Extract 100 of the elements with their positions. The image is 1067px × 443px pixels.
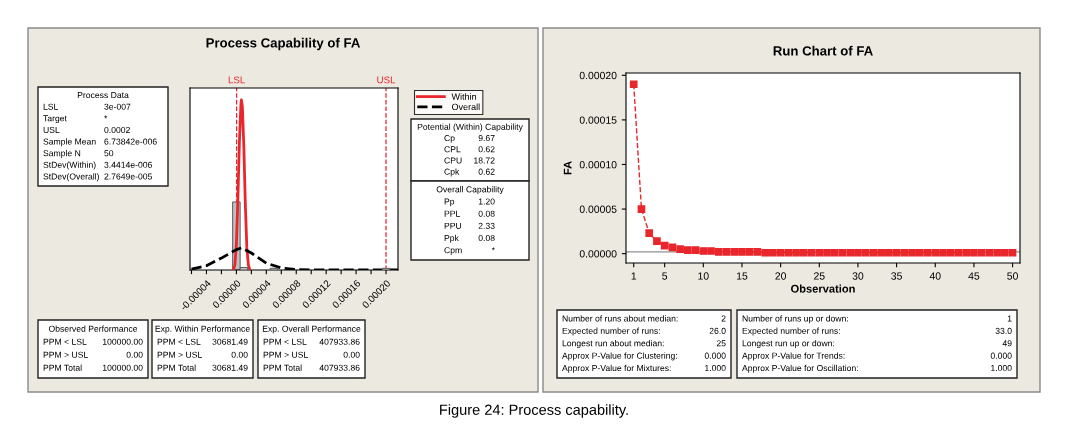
chart-title: Process Capability of FA (206, 37, 361, 51)
y-tick-label: 0.00020 (579, 71, 617, 80)
text: Potential (Within) Capability (417, 123, 523, 132)
point (653, 237, 661, 245)
point (931, 248, 940, 257)
point (854, 248, 862, 257)
text: Number of runs about median: 2 (562, 315, 726, 322)
x-tick-label: 30 (852, 272, 864, 280)
x-tick-label: 20 (775, 272, 787, 280)
ref-line-label: USL (377, 76, 396, 84)
point (823, 248, 831, 257)
text: StDev(Within) 3.4414e-006 (43, 161, 152, 170)
x-tick-label: 45 (968, 272, 980, 280)
text: Number of runs up or down: 1 (742, 315, 1012, 324)
x-tick-label: 40 (929, 272, 941, 280)
text: Exp. Within Performance (155, 325, 250, 334)
point (954, 248, 963, 257)
text: LSL 3e-007 (43, 103, 131, 110)
text: StDev(Overall) 2.7649e-005 (43, 173, 152, 182)
point (977, 248, 986, 257)
text: Approx P-Value for Oscillation: 1.000 (742, 364, 1012, 373)
text: Process Data (77, 92, 129, 99)
point (691, 246, 700, 254)
x-tick-label: 50 (1007, 272, 1018, 280)
text: Longest run up or down: 49 (742, 339, 1012, 349)
text: PPL 0.08 (444, 210, 495, 217)
text: Approx P-Value for Clustering: 0.000 (562, 352, 726, 361)
text: PPM Total 407933.86 (263, 364, 360, 371)
text: Observed Performance (48, 325, 138, 332)
point (885, 248, 893, 257)
text: Cp 9.67 (444, 135, 495, 143)
x-tick-label: 10 (698, 272, 709, 280)
point (939, 248, 947, 257)
point (815, 248, 824, 257)
point (699, 247, 708, 255)
legend-label: Within (451, 93, 477, 100)
text: PPM < LSL 100000.00 (43, 338, 143, 345)
chart-title: Run Chart of FA (773, 45, 873, 56)
text: PPM < LSL 407933.86 (263, 338, 360, 345)
point (800, 248, 808, 257)
text: PPU 2.33 (444, 222, 495, 229)
x-axis-title: Observation (791, 284, 855, 293)
text: Cpm * (444, 247, 495, 255)
text: Cpk 0.62 (444, 168, 495, 177)
point (753, 248, 762, 256)
x-tick-label: 35 (891, 272, 902, 280)
point (714, 248, 723, 256)
y-tick-label: 0.00010 (579, 160, 617, 169)
legend-label: Overall (451, 103, 480, 111)
point (993, 248, 1001, 257)
point (1001, 248, 1009, 257)
point (807, 248, 816, 257)
text: PPM > USL 0.00 (43, 351, 143, 358)
point (684, 246, 692, 254)
y-axis-title: FA (563, 161, 572, 175)
point (761, 248, 769, 257)
text: PPM > USL 0.00 (263, 351, 360, 358)
point (946, 248, 955, 257)
text: Approx P-Value for Mixtures: 1.000 (562, 364, 726, 373)
point (900, 248, 909, 257)
x-tick-label: 1 (631, 272, 637, 280)
point (784, 248, 793, 257)
x-tick-label: 15 (736, 272, 748, 280)
point (1008, 248, 1017, 257)
text: CPL 0.62 (444, 146, 495, 153)
point (637, 205, 646, 213)
point (707, 247, 715, 255)
text: USL 0.0002 (43, 126, 130, 133)
point (838, 248, 847, 257)
text: Expected number of runs: 26.0 (562, 327, 726, 336)
text: Sample Mean 6.73842e-006 (43, 138, 157, 147)
y-tick-label: 0.00005 (579, 205, 617, 213)
point (722, 248, 731, 256)
point (923, 248, 932, 257)
text: Longest run about median: 25 (562, 339, 726, 349)
y-tick-label: 0.00000 (579, 250, 617, 258)
point (676, 245, 684, 254)
text: PPM > USL 0.00 (157, 351, 248, 358)
text: Target * (43, 115, 108, 124)
point (962, 248, 971, 257)
x-tick-label: 5 (662, 272, 668, 280)
point (846, 248, 855, 257)
point (869, 248, 878, 257)
caption: Figure 24: Process capability. (440, 404, 628, 418)
text: Pp 1.20 (444, 198, 495, 207)
point (970, 248, 978, 257)
point (892, 248, 901, 257)
point (877, 248, 885, 257)
text: PPM Total 100000.00 (43, 364, 143, 371)
point (830, 248, 839, 257)
text: Approx P-Value for Trends: 0.000 (742, 352, 1012, 361)
point (908, 248, 916, 257)
point (730, 248, 739, 256)
point (861, 248, 870, 257)
text: Expected number of runs: 33.0 (742, 327, 1012, 336)
point (645, 229, 654, 237)
x-tick-label: 25 (814, 272, 825, 280)
text: Sample N 50 (43, 149, 114, 158)
text: Exp. Overall Performance (262, 325, 361, 334)
text: CPU 18.72 (444, 157, 495, 164)
